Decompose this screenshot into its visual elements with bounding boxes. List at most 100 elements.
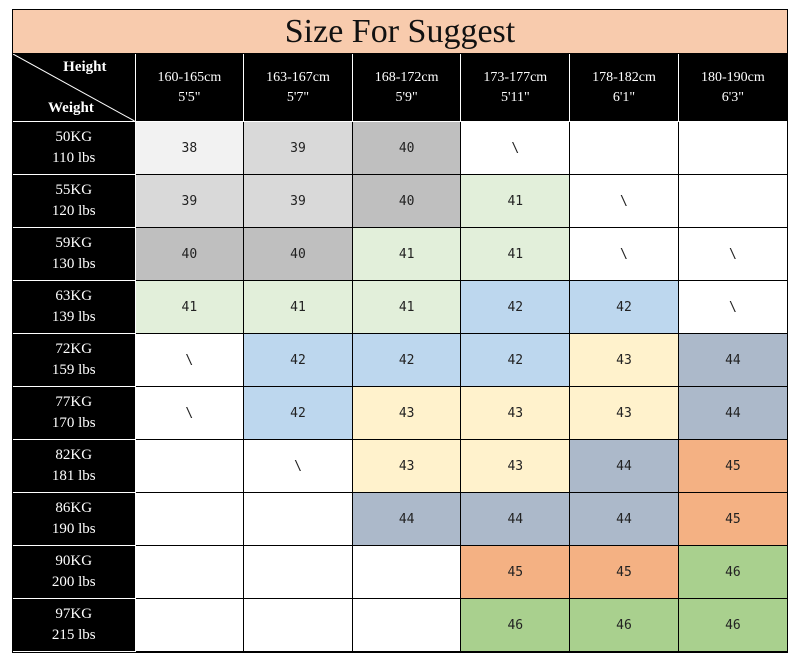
weight-kg: 50KG (55, 129, 93, 145)
size-cell (677, 121, 787, 175)
size-cell: \ (677, 280, 787, 334)
weight-lbs: 170 lbs (51, 415, 96, 431)
size-cell: 41 (134, 280, 245, 334)
weight-kg: 97KG (55, 606, 93, 622)
weight-kg: 77KG (55, 394, 93, 410)
size-cell: 46 (677, 598, 787, 652)
size-cell: 44 (677, 386, 787, 440)
weight-lbs: 159 lbs (51, 362, 96, 378)
size-cell: 39 (243, 174, 353, 228)
weight-lbs: 200 lbs (51, 574, 96, 590)
size-cell: 43 (569, 386, 679, 440)
weight-kg: 82KG (55, 447, 93, 463)
height-ft: 5'5" (178, 89, 201, 105)
size-cell: 42 (351, 333, 462, 387)
size-cell (351, 598, 462, 652)
size-cell (243, 492, 353, 546)
height-ft: 6'1" (612, 89, 636, 105)
size-cell: \ (569, 227, 679, 281)
height-ft: 5'9" (395, 89, 418, 105)
table-row: 77KG 170 lbs \ 42 43 43 43 44 (13, 386, 787, 440)
height-cm: 160-165cm (157, 69, 222, 85)
chart-title: Size For Suggest (13, 10, 787, 54)
row-header: 97KG 215 lbs (13, 598, 136, 652)
size-cell (677, 174, 787, 228)
size-cell: 45 (677, 439, 787, 493)
table-row: 90KG 200 lbs 45 45 46 (13, 545, 787, 599)
size-cell: \ (460, 121, 571, 175)
table-row: 55KG 120 lbs 39 39 40 41 \ (13, 174, 787, 228)
height-cm: 163-167cm (266, 69, 330, 85)
weight-lbs: 181 lbs (51, 468, 96, 484)
table-row: 82KG 181 lbs \ 43 43 44 45 (13, 439, 787, 493)
size-cell (243, 598, 353, 652)
size-cell: 38 (134, 121, 245, 175)
size-cell: 40 (243, 227, 353, 281)
size-cell (134, 598, 245, 652)
size-cell: 44 (569, 439, 679, 493)
table-row: 59KG 130 lbs 40 40 41 41 \ \ (13, 227, 787, 281)
height-cm: 173-177cm (483, 69, 548, 85)
row-header: 55KG 120 lbs (13, 174, 136, 228)
size-cell: 45 (677, 492, 787, 546)
size-cell (134, 492, 245, 546)
size-cell: 45 (569, 545, 679, 599)
size-cell: \ (134, 333, 245, 387)
size-cell: 40 (351, 174, 462, 228)
size-cell: 39 (243, 121, 353, 175)
height-label: Height (63, 59, 107, 75)
row-header: 77KG 170 lbs (13, 386, 136, 440)
size-cell: 44 (351, 492, 462, 546)
height-cm: 178-182cm (592, 69, 656, 85)
weight-lbs: 139 lbs (51, 309, 96, 325)
size-cell (569, 121, 679, 175)
size-cell: 39 (134, 174, 245, 228)
size-cell: \ (134, 386, 245, 440)
table-row: 86KG 190 lbs 44 44 44 45 (13, 492, 787, 546)
size-cell: \ (243, 439, 353, 493)
row-header: 72KG 159 lbs (13, 333, 136, 387)
table-row: 63KG 139 lbs 41 41 41 42 42 \ (13, 280, 787, 334)
size-cell: 41 (460, 227, 571, 281)
size-cell: 43 (460, 439, 571, 493)
size-cell: 43 (460, 386, 571, 440)
size-cell: 46 (677, 545, 787, 599)
size-cell (351, 545, 462, 599)
column-header: 168-172cm 5'9" (351, 54, 462, 122)
column-header: 178-182cm 6'1" (569, 54, 679, 122)
row-header: 59KG 130 lbs (13, 227, 136, 281)
row-header: 90KG 200 lbs (13, 545, 136, 599)
height-ft: 6'3" (721, 89, 745, 105)
row-header: 86KG 190 lbs (13, 492, 136, 546)
size-cell (134, 439, 245, 493)
row-header: 63KG 139 lbs (13, 280, 136, 334)
size-cell: 42 (243, 386, 353, 440)
size-cell: 42 (460, 333, 571, 387)
weight-kg: 90KG (55, 553, 93, 569)
size-cell: 42 (460, 280, 571, 334)
height-ft: 5'11" (500, 89, 530, 105)
size-cell: 44 (677, 333, 787, 387)
size-cell: 41 (243, 280, 353, 334)
weight-kg: 86KG (55, 500, 93, 516)
size-chart: Size For Suggest Height Weight 160-165cm… (12, 9, 788, 653)
size-cell: \ (677, 227, 787, 281)
weight-lbs: 190 lbs (51, 521, 96, 537)
weight-kg: 55KG (55, 182, 93, 198)
size-cell (134, 545, 245, 599)
size-cell: 46 (569, 598, 679, 652)
size-cell: 43 (569, 333, 679, 387)
size-cell: 45 (460, 545, 571, 599)
height-cm: 168-172cm (374, 69, 439, 85)
weight-lbs: 215 lbs (51, 627, 96, 643)
weight-label: Weight (48, 100, 94, 116)
size-cell: 43 (351, 439, 462, 493)
size-cell: 41 (351, 227, 462, 281)
size-cell: 44 (569, 492, 679, 546)
weight-lbs: 110 lbs (52, 150, 96, 166)
size-cell: 42 (243, 333, 353, 387)
weight-lbs: 130 lbs (51, 256, 96, 272)
weight-kg: 72KG (55, 341, 93, 357)
size-cell: 40 (134, 227, 245, 281)
column-header: 173-177cm 5'11" (460, 54, 571, 122)
